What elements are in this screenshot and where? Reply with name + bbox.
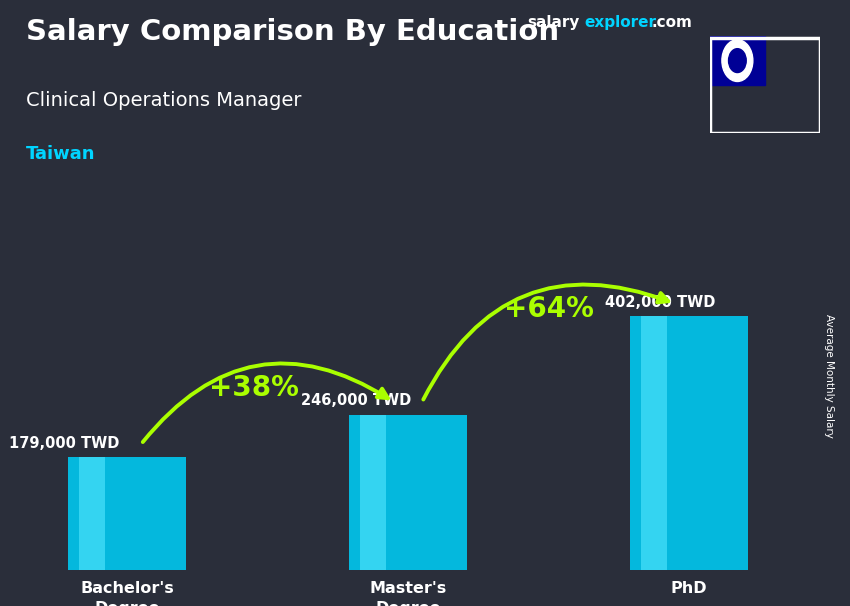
- Text: Taiwan: Taiwan: [26, 145, 95, 164]
- Circle shape: [728, 48, 746, 73]
- Text: +38%: +38%: [208, 375, 298, 402]
- Bar: [641, 316, 666, 570]
- Bar: [68, 457, 186, 570]
- Text: Clinical Operations Manager: Clinical Operations Manager: [26, 91, 301, 110]
- Text: Salary Comparison By Education: Salary Comparison By Education: [26, 18, 558, 46]
- Text: 246,000 TWD: 246,000 TWD: [301, 393, 411, 408]
- Bar: [710, 36, 765, 85]
- Text: 179,000 TWD: 179,000 TWD: [9, 436, 119, 450]
- Text: salary: salary: [527, 15, 580, 30]
- Text: .com: .com: [651, 15, 692, 30]
- Bar: [78, 457, 105, 570]
- Text: explorer: explorer: [585, 15, 657, 30]
- Bar: [630, 316, 748, 570]
- Text: 402,000 TWD: 402,000 TWD: [604, 295, 715, 310]
- Text: Average Monthly Salary: Average Monthly Salary: [824, 314, 834, 438]
- Text: +64%: +64%: [503, 295, 593, 323]
- Circle shape: [722, 40, 753, 81]
- Bar: [349, 415, 467, 570]
- Bar: [360, 415, 386, 570]
